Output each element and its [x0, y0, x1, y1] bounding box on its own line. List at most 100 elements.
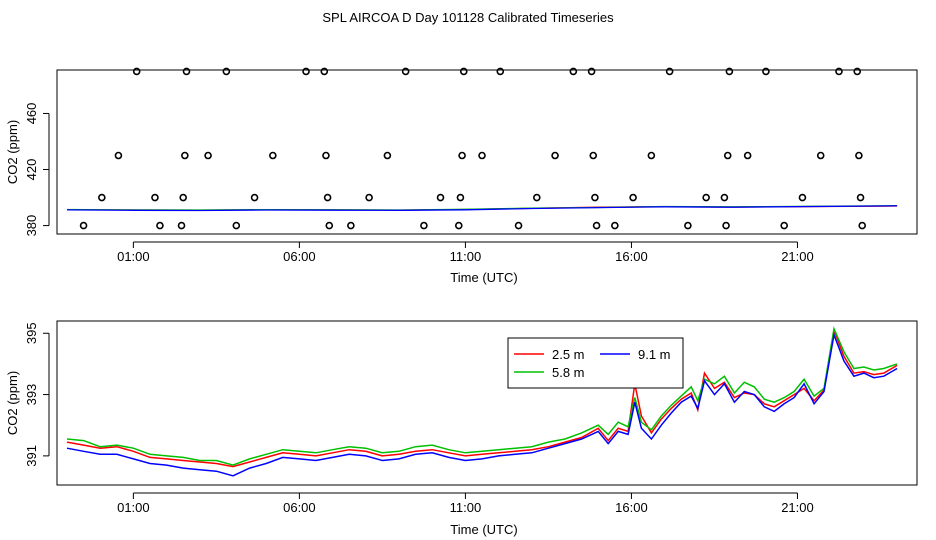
calibration-point [723, 151, 732, 160]
series-line-2-5-m [66, 327, 898, 468]
calibration-point [156, 221, 164, 230]
calibration-point [611, 221, 619, 230]
calibration-point [592, 221, 601, 230]
calibration-point [250, 193, 259, 202]
calibration-point [179, 193, 187, 202]
series-line-9-1-m [66, 331, 898, 477]
calibration-point [780, 221, 788, 230]
bottom-y-tick-label: 393 [24, 384, 39, 406]
calibration-point [151, 193, 159, 202]
top-panel-chart: 01:00 06:00 11:00 16:00 21:00 380 420 460 Time… [5, 67, 918, 285]
calibration-point [269, 151, 277, 160]
calibration-point [835, 67, 843, 76]
bottom-plot-marks [66, 326, 898, 477]
calibration-point [436, 193, 445, 202]
calibration-point [762, 67, 770, 76]
calibration-point [182, 67, 191, 76]
top-x-tick-label: 06:00 [283, 249, 316, 264]
top-x-tick-label: 11:00 [450, 249, 482, 264]
calibration-point [798, 193, 807, 202]
calibration-point [855, 151, 863, 160]
top-x-axis: 01:00 06:00 11:00 16:00 21:00 [117, 241, 814, 264]
calibration-point [456, 193, 465, 202]
top-x-tick-label: 16:00 [615, 249, 648, 264]
bottom-x-axis-label: Time (UTC) [450, 522, 517, 537]
calibration-point [347, 221, 355, 230]
calibration-point [302, 67, 310, 76]
calibration-point [587, 67, 596, 76]
legend-box [507, 337, 684, 389]
calibration-point [591, 193, 599, 202]
calibration-point [79, 221, 88, 230]
calibration-point [589, 151, 598, 160]
top-y-tick-label: 380 [24, 215, 39, 237]
top-plot-frame [56, 69, 918, 235]
figure-title: SPL AIRCOA D Day 101128 Calibrated Times… [322, 10, 614, 25]
calibration-point [177, 221, 186, 230]
calibration-point [856, 193, 865, 202]
calibration-point [114, 151, 123, 160]
calibration-point [665, 67, 674, 76]
calibration-point [684, 221, 692, 230]
bottom-plot-frame [56, 320, 918, 486]
calibration-point [816, 151, 825, 160]
calibration-point [320, 67, 329, 76]
calibration-point [459, 67, 468, 76]
legend: 2.5 m 5.8 m 9.1 m [507, 337, 684, 389]
legend-label: 2.5 m [552, 347, 585, 362]
bottom-panel-chart: 01:00 06:00 11:00 16:00 21:00 391 393 395 Time… [5, 320, 918, 537]
calibration-point [98, 193, 106, 202]
calibration-point [478, 151, 486, 160]
calibration-point [204, 151, 212, 160]
bottom-y-tick-label: 395 [24, 322, 39, 344]
calibration-point [325, 221, 334, 230]
calibration-point [720, 193, 729, 202]
calibration-point [853, 67, 862, 76]
calibration-point [647, 151, 656, 160]
calibration-point [132, 67, 141, 76]
calibration-point [743, 151, 752, 160]
bottom-y-axis-label: CO2 (ppm) [5, 371, 20, 435]
top-y-axis: 380 420 460 [24, 103, 50, 237]
calibration-point [420, 221, 428, 230]
bottom-x-tick-label: 16:00 [615, 500, 648, 515]
calibration-point [858, 221, 867, 230]
bottom-x-tick-label: 06:00 [283, 500, 316, 515]
calibration-point [702, 193, 710, 202]
calibration-point [458, 151, 466, 160]
bottom-x-axis: 01:00 06:00 11:00 16:00 21:00 [117, 492, 814, 515]
calibration-point [401, 67, 410, 76]
top-y-tick-label: 460 [24, 103, 39, 125]
top-x-tick-label: 21:00 [781, 249, 814, 264]
bottom-x-tick-label: 21:00 [781, 500, 814, 515]
calibration-point [551, 151, 559, 160]
bottom-x-tick-label: 11:00 [450, 500, 482, 515]
top-series-line [66, 205, 898, 212]
calibration-point [514, 221, 523, 230]
calibration-point [222, 67, 231, 76]
calibration-point [496, 67, 505, 76]
bottom-y-tick-label: 391 [24, 445, 39, 467]
series-line-5-8-m [66, 326, 898, 466]
top-y-tick-label: 420 [24, 159, 39, 181]
calibration-point [454, 221, 463, 230]
calibration-point [365, 193, 373, 202]
bottom-x-tick-label: 01:00 [117, 500, 150, 515]
top-x-tick-label: 01:00 [117, 249, 150, 264]
calibration-point [722, 221, 730, 230]
legend-label: 5.8 m [552, 365, 585, 380]
top-y-axis-label: CO2 (ppm) [5, 120, 20, 184]
calibration-point [629, 193, 637, 202]
calibration-point [569, 67, 578, 76]
calibration-point [232, 221, 241, 230]
calibration-point [322, 151, 330, 160]
legend-label: 9.1 m [638, 347, 671, 362]
top-x-axis-label: Time (UTC) [450, 270, 517, 285]
calibration-point [181, 151, 189, 160]
calibration-point [725, 67, 734, 76]
calibration-point [533, 193, 541, 202]
top-plot-marks [66, 67, 898, 230]
calibration-point [323, 193, 332, 202]
calibration-point [383, 151, 392, 160]
